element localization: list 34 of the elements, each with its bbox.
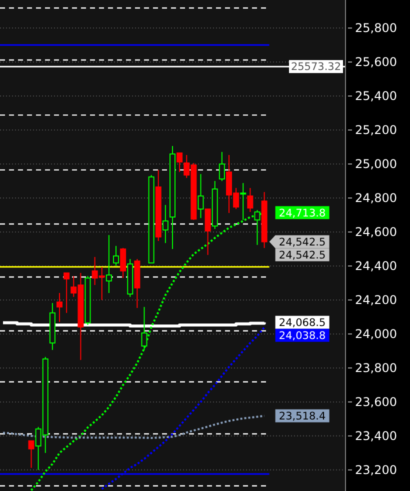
y-tick-label: 24,200 — [355, 293, 397, 308]
y-tick-label: 23,200 — [355, 463, 397, 478]
candlestick — [162, 204, 168, 244]
candlestick — [113, 245, 119, 266]
ref-line-label: 25573.32 — [290, 61, 342, 74]
y-tick-label: 25,000 — [355, 157, 397, 172]
candlestick — [198, 174, 204, 219]
candlestick — [28, 440, 34, 468]
annotation: 24,542.5 — [278, 236, 326, 248]
candlestick — [56, 292, 63, 322]
y-tick-label: 24,600 — [355, 225, 397, 240]
candlestick — [120, 247, 126, 279]
y-tick-label: 23,400 — [355, 429, 397, 444]
data-label: 24,038.8 — [278, 330, 326, 342]
y-tick-label: 25,800 — [355, 21, 397, 36]
y-tick-label: 24,800 — [355, 191, 397, 206]
candlestick — [176, 152, 183, 172]
y-tick-label: 24,000 — [355, 327, 397, 342]
y-tick-label: 23,600 — [355, 395, 397, 410]
y-tick-label: 25,600 — [355, 55, 397, 70]
data-label: 23,518.4 — [278, 410, 326, 422]
y-tick-label: 23,800 — [355, 361, 397, 376]
candlestick — [247, 187, 254, 212]
y-tick-label: 25,400 — [355, 89, 397, 104]
candlestick — [141, 306, 148, 350]
data-label: 24,713.8 — [278, 207, 326, 220]
text: 24,542.5 — [278, 249, 326, 262]
candlestick — [218, 151, 225, 182]
candlestick — [106, 234, 112, 294]
y-tick-label: 25,200 — [355, 123, 397, 138]
candlestick — [64, 272, 70, 314]
y-tick-label: 24,400 — [355, 259, 397, 274]
candlestick — [204, 208, 211, 256]
data-label: 24,068.5 — [278, 316, 326, 329]
